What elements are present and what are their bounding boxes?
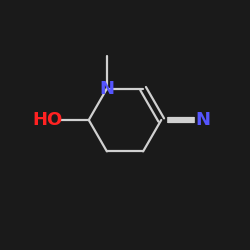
Text: N: N: [195, 111, 210, 129]
Text: HO: HO: [32, 111, 62, 129]
Text: N: N: [100, 80, 114, 98]
